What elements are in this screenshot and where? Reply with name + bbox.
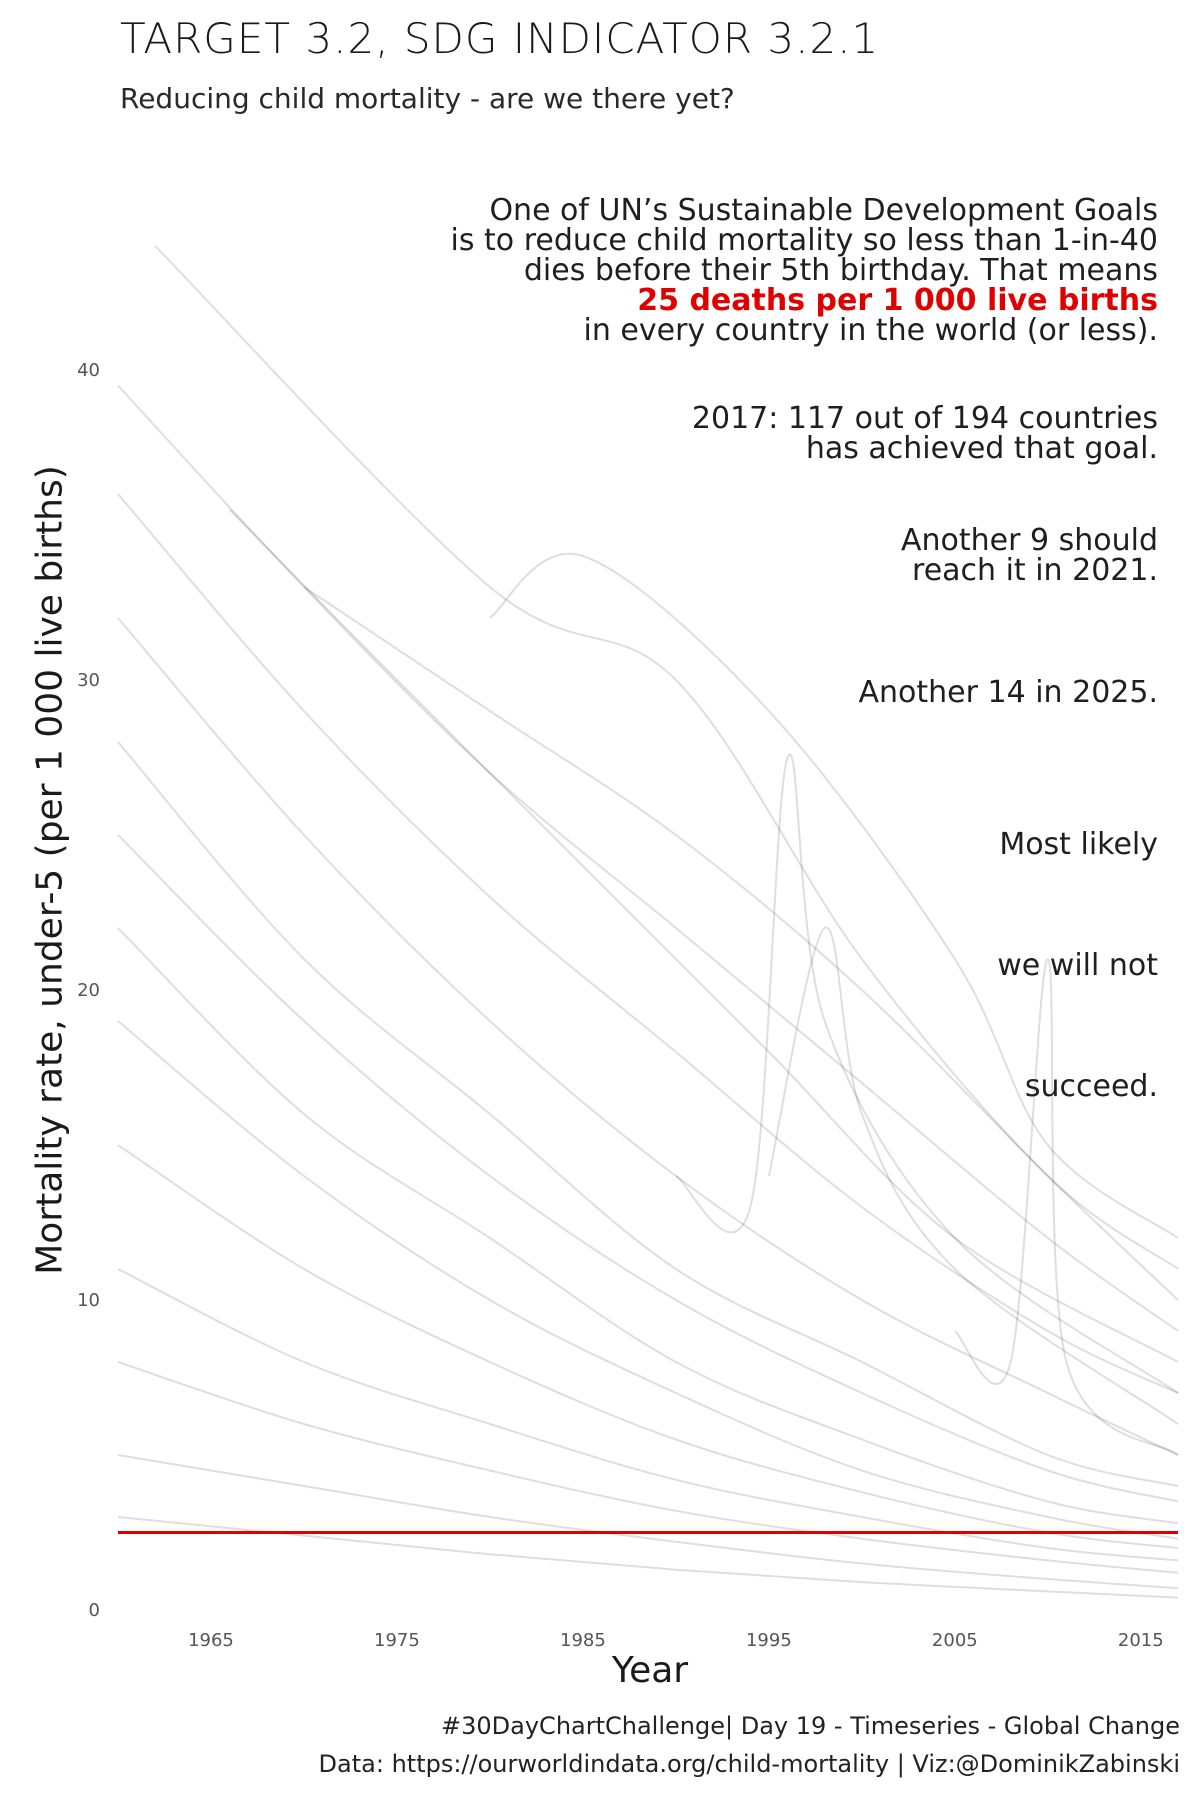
x-tick-label: 1985 [560,1630,606,1651]
series-line [117,384,1179,1332]
annotation-intro-line-1: One of UN’s Sustainable Development Goal… [489,193,1158,228]
x-tick-label: 1965 [188,1630,234,1651]
annotation-next-line-1: Another 9 should [900,523,1158,558]
series-line [117,741,1179,1487]
annotation-achieved-line-1: 2017: 117 out of 194 countries [691,401,1158,436]
series-line [117,1144,1179,1549]
x-tick-label: 2015 [1118,1630,1164,1651]
series-line [303,586,1179,1301]
series-line [675,753,1179,1394]
chart-subtitle: Reducing child mortality - are we there … [120,82,735,115]
x-axis-ticks: 1965 1975 1985 1995 2005 2015 [188,1630,1164,1651]
annotation-next-line-2: reach it in 2021. [912,553,1158,588]
annotation-achieved: 2017: 117 out of 194 countries has achie… [692,404,1158,464]
y-axis-ticks: 0 10 20 30 40 [77,360,100,1621]
series-line [117,927,1179,1525]
annotation-most-likely: Most likely [999,827,1158,862]
y-tick-label: 20 [77,980,100,1001]
series-line [117,1268,1179,1562]
annotation-achieved-line-2: has achieved that goal. [805,431,1158,466]
y-tick-label: 0 [89,1600,100,1621]
series-line [117,1361,1179,1574]
annotation-next: Another 9 should reach it in 2021. [901,526,1158,586]
y-tick-label: 30 [77,670,100,691]
annotation-later: Another 14 in 2025. [858,675,1158,710]
series-line [489,552,1179,1239]
annotation-we-will-not: we will not [997,948,1158,983]
annotation-succeed: succeed. [1024,1069,1158,1104]
series-line [228,508,1179,1363]
series-line [954,957,1179,1456]
y-tick-label: 10 [77,1290,100,1311]
x-axis-label: Year [611,1650,689,1691]
annotation-highlight: 25 deaths per 1 000 live births [637,283,1158,318]
caption-line-1: #30DayChartChallenge| Day 19 - Timeserie… [441,1712,1180,1740]
annotation-intro-line-2: is to reduce child mortality so less tha… [450,223,1158,258]
chart-title: TARGET 3.2, SDG INDICATOR 3.2.1 [120,14,880,63]
y-axis-label: Mortality rate, under-5 (per 1 000 live … [29,465,71,1275]
annotation-intro-line-3: dies before their 5th birthday. That mea… [523,253,1158,288]
x-tick-label: 1995 [746,1630,792,1651]
annotation-intro: One of UN’s Sustainable Development Goal… [451,196,1158,346]
series-line [117,1020,1179,1540]
annotation-intro-line-5: in every country in the world (or less). [583,313,1158,348]
x-tick-label: 2005 [932,1630,978,1651]
x-tick-label: 1975 [374,1630,420,1651]
caption-line-2: Data: https://ourworldindata.org/child-m… [318,1750,1180,1778]
series-line [767,926,1179,1425]
series-line [117,834,1179,1503]
series-line [117,617,1179,1456]
series-line [117,1454,1179,1590]
series-layer [117,245,1179,1599]
series-line [154,245,1179,1270]
y-tick-label: 40 [77,360,100,381]
series-line [117,1516,1179,1599]
series-line [117,493,1179,1394]
